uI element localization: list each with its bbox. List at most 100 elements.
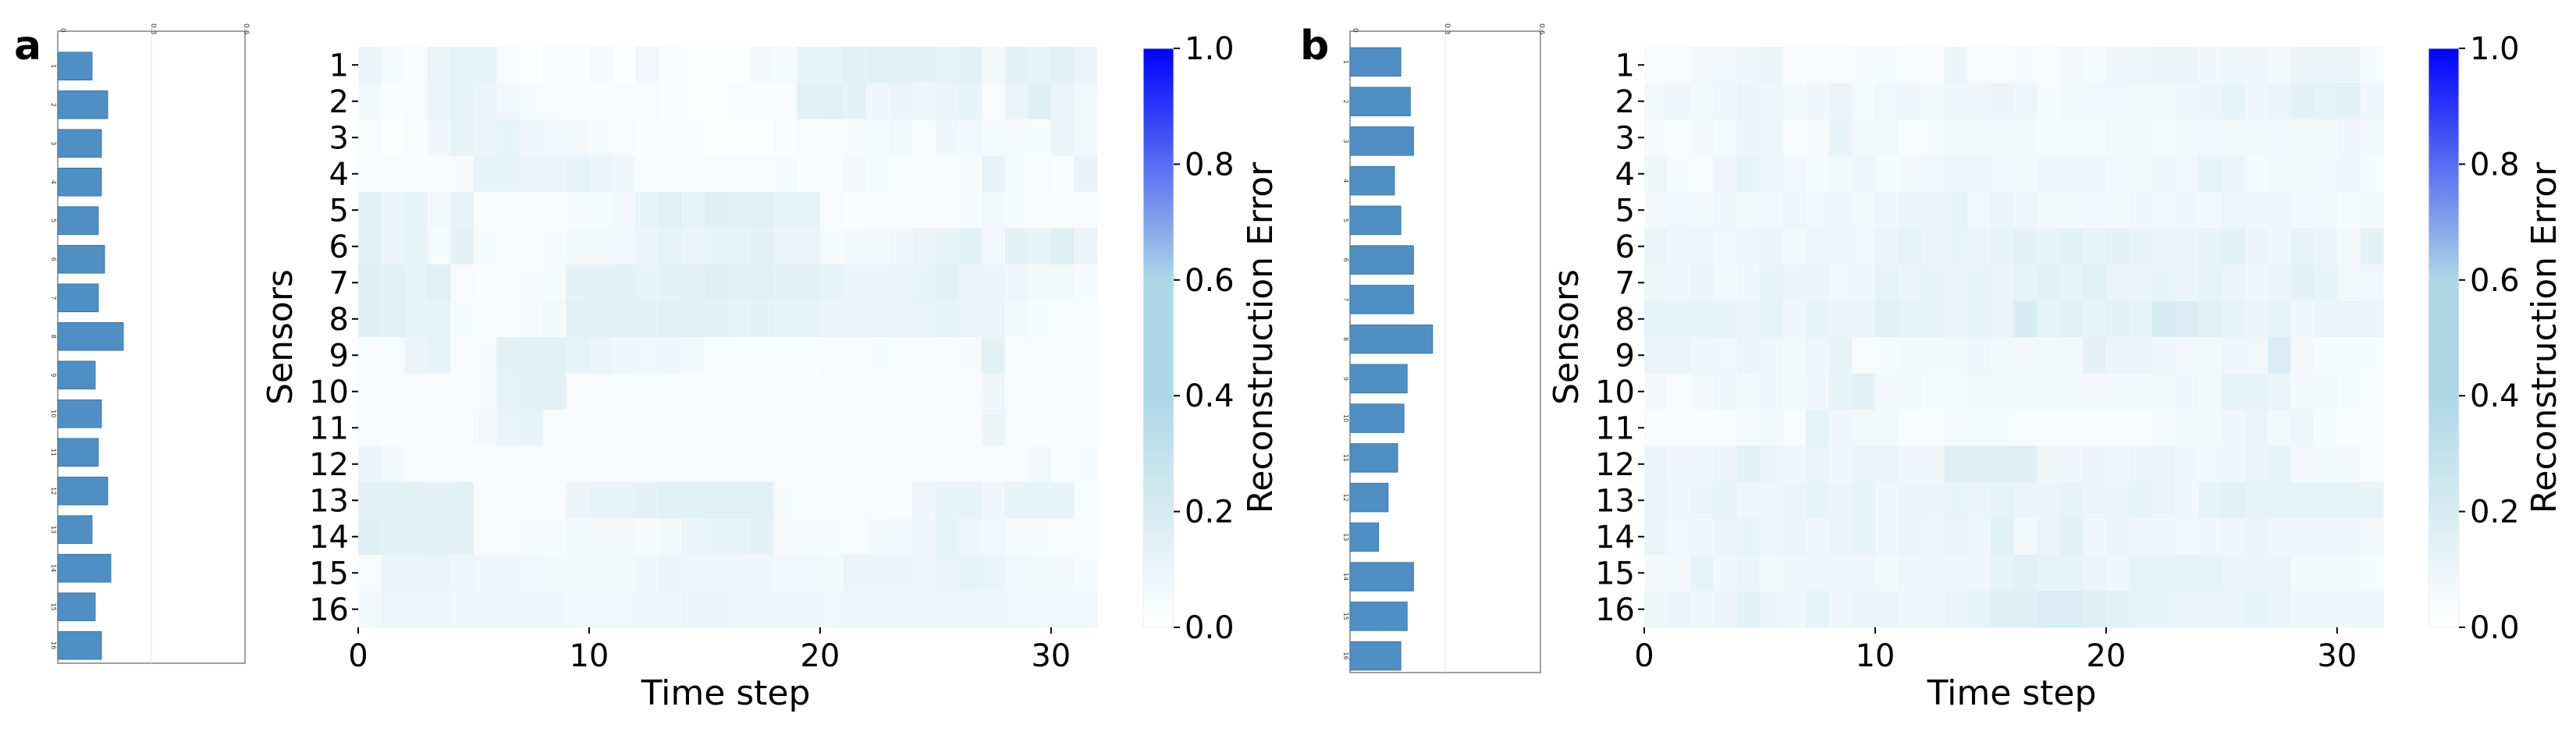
heat-cell-a <box>566 47 590 84</box>
heat-cell-a <box>635 518 659 556</box>
heat-cell-b <box>1713 482 1737 520</box>
y-tick-label-a-9: 9 <box>329 338 349 374</box>
heat-cell-a <box>358 155 382 193</box>
heat-cell-a <box>450 337 474 375</box>
heat-cell-b <box>2221 446 2246 483</box>
heat-cell-b <box>1713 228 1737 265</box>
heat-cell-b <box>2336 337 2361 375</box>
heat-cell-b <box>2013 337 2038 375</box>
y-tick-label-a-3: 3 <box>329 120 349 156</box>
heat-cell-a <box>473 518 498 556</box>
heat-cell-a <box>866 591 890 628</box>
heat-cell-a <box>1028 482 1052 520</box>
heat-cell-b <box>1736 446 1761 483</box>
heat-cell-b <box>1921 300 1945 338</box>
heat-cell-a <box>681 265 705 302</box>
heat-cell-b <box>1898 265 1922 302</box>
heat-cell-a <box>727 119 751 157</box>
heat-cell-a <box>566 518 590 556</box>
heat-cell-a <box>1050 591 1075 628</box>
heat-cell-b <box>2152 119 2176 157</box>
heat-cell-b <box>1967 265 1992 302</box>
heat-cell-a <box>681 518 705 556</box>
heat-cell-a <box>681 555 705 592</box>
heat-cell-b <box>1644 555 1668 592</box>
heat-cell-a <box>658 119 682 157</box>
heat-cell-b <box>2290 446 2315 483</box>
heat-cell-b <box>2244 482 2269 520</box>
heat-cell-a <box>404 373 428 410</box>
heat-cell-b <box>1736 518 1761 556</box>
heat-cell-a <box>681 119 705 157</box>
heat-cell-a <box>889 555 913 592</box>
sensor-bar-b-1 <box>1349 47 1402 77</box>
heat-cell-b <box>2268 119 2292 157</box>
heat-cell-a <box>935 265 960 302</box>
heat-cell-a <box>797 192 821 229</box>
heat-cell-a <box>843 373 867 410</box>
heat-cell-a <box>404 410 428 447</box>
heat-cell-b <box>1944 373 1968 410</box>
heat-cell-b <box>2314 119 2338 157</box>
heat-cell-a <box>635 228 659 265</box>
heat-cell-a <box>496 373 521 410</box>
heat-cell-a <box>935 300 960 338</box>
heat-cell-b <box>1921 47 1945 84</box>
heat-cell-a <box>1028 591 1052 628</box>
heat-cell-b <box>2244 337 2269 375</box>
heat-cell-b <box>2360 591 2384 628</box>
heat-cell-b <box>2314 591 2338 628</box>
heat-cell-a <box>566 265 590 302</box>
y-tick-label-b-2: 2 <box>1615 84 1635 120</box>
heat-cell-b <box>1759 373 1784 410</box>
heat-cell-a <box>612 373 636 410</box>
sensor-bar-b-16 <box>1349 641 1402 671</box>
heat-cell-b <box>2059 446 2084 483</box>
heat-cell-b <box>1828 555 1853 592</box>
heat-cell-b <box>1667 265 1691 302</box>
heat-cell-a <box>982 555 1006 592</box>
heat-cell-a <box>912 518 936 556</box>
heat-cell-a <box>982 83 1006 120</box>
heat-cell-b <box>1852 518 1876 556</box>
bar-y-tick-a-5: 5 <box>50 218 57 222</box>
heat-cell-b <box>2059 300 2084 338</box>
heat-cell-b <box>2105 337 2130 375</box>
heat-cell-a <box>935 337 960 375</box>
heat-cell-b <box>1806 410 1830 447</box>
heat-cell-b <box>1690 155 1714 193</box>
heat-cell-a <box>912 555 936 592</box>
heat-cell-b <box>1644 410 1668 447</box>
x-tick-label-b-0: 0 <box>1634 638 1654 674</box>
heat-cell-b <box>2037 300 2061 338</box>
heat-cell-a <box>751 337 775 375</box>
heat-cell-b <box>2152 591 2176 628</box>
colorbar-ticks-b: 0.0 0.2 0.4 0.6 0.8 1.0 <box>2428 31 2520 646</box>
heat-cell-b <box>1782 192 1807 229</box>
heat-cell-b <box>1874 300 1899 338</box>
heat-cell-a <box>843 47 867 84</box>
heat-cell-a <box>588 265 613 302</box>
heat-cell-a <box>496 192 521 229</box>
heat-cell-b <box>2013 192 2038 229</box>
heat-cell-b <box>1898 591 1922 628</box>
heat-cell-a <box>1074 192 1098 229</box>
colorbar-a: 0.0 0.2 0.4 0.6 0.8 1.0 Reconstruction Error <box>1142 31 1281 646</box>
heat-cell-b <box>2290 337 2315 375</box>
heat-cell-a <box>1074 373 1098 410</box>
heat-cell-b <box>2129 265 2153 302</box>
heat-cell-a <box>542 373 567 410</box>
heat-cell-b <box>1759 337 1784 375</box>
heat-cell-a <box>797 228 821 265</box>
heat-cell-a <box>427 446 451 483</box>
heat-cell-a <box>727 591 751 628</box>
heat-cell-b <box>1759 192 1784 229</box>
heat-cell-a <box>727 47 751 84</box>
heat-cell-b <box>1944 555 1968 592</box>
heat-cell-a <box>843 591 867 628</box>
heat-cell-b <box>2198 83 2222 120</box>
heat-cell-b <box>1713 300 1737 338</box>
heat-cell-a <box>935 155 960 193</box>
heat-cell-b <box>1690 373 1714 410</box>
